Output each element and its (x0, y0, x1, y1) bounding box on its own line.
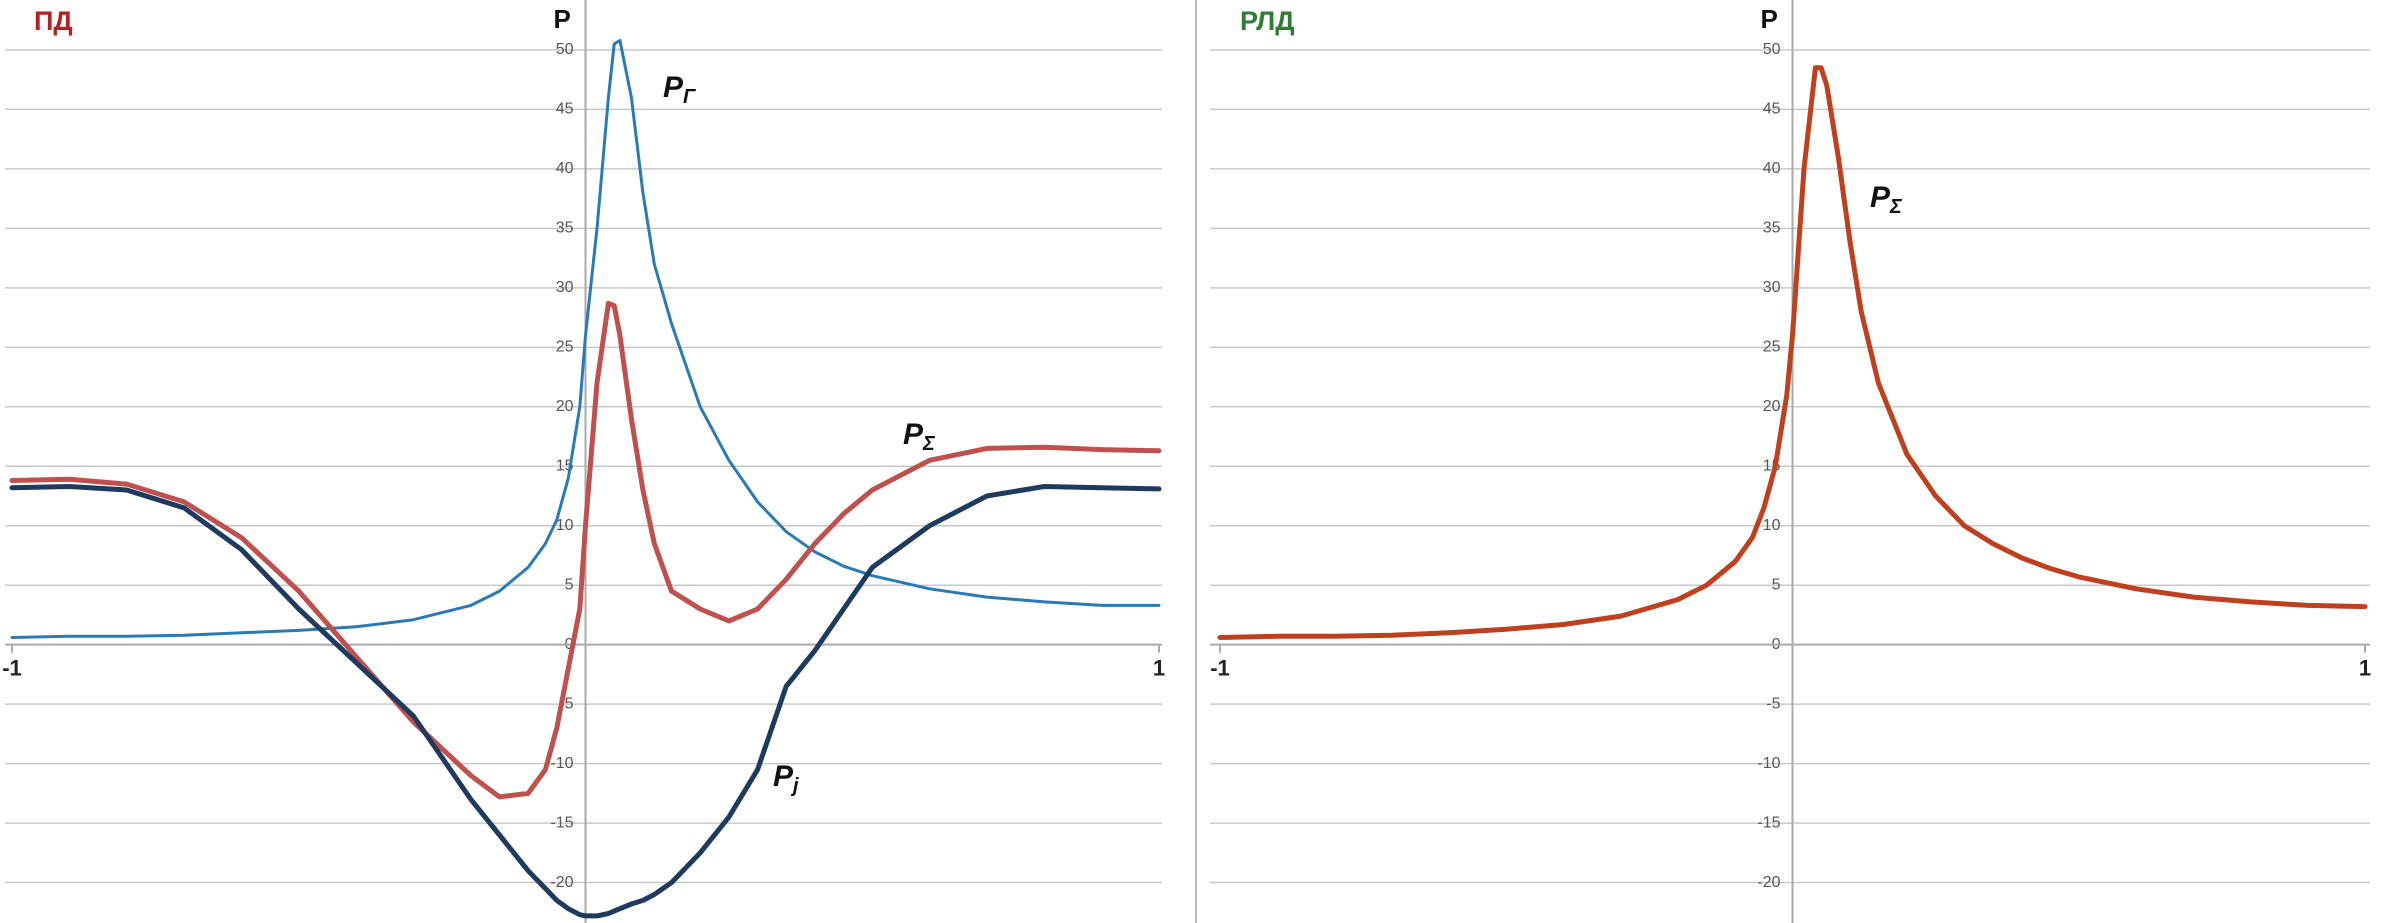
y-tick-label: 5 (1772, 576, 1781, 593)
y-tick-label: 5 (565, 576, 574, 593)
y-tick-label: -20 (1757, 874, 1780, 891)
y-tick-label: 30 (556, 279, 574, 296)
y-tick-label: 25 (1763, 339, 1781, 356)
y-tick-label: 10 (556, 517, 574, 534)
y-tick-label: 20 (1763, 398, 1781, 415)
x-tick-label: -1 (1210, 655, 1230, 680)
x-tick-label: 1 (2359, 655, 2371, 680)
series-label-subscript: Σ (1889, 196, 1903, 218)
y-tick-label: -5 (1766, 695, 1780, 712)
y-axis-label: P (554, 4, 571, 34)
series-label: Pj (773, 760, 799, 797)
series-line (1217, 65, 2368, 640)
y-tick-label: 30 (1763, 279, 1781, 296)
chart-title: РЛД (1240, 6, 1295, 36)
series-label: PГ (663, 71, 697, 108)
y-tick-label: 20 (556, 398, 574, 415)
y-tick-label: 45 (1763, 101, 1781, 118)
series-line (9, 484, 1162, 919)
series-label-base: P (903, 418, 924, 451)
y-tick-label: 35 (556, 220, 574, 237)
y-tick-label: 45 (556, 101, 574, 118)
series-line (9, 300, 1162, 800)
y-tick-label: 50 (556, 41, 574, 58)
series-label: PΣ (903, 418, 936, 455)
series-line (10, 38, 1161, 639)
series-label-subscript: j (790, 775, 799, 797)
y-tick-label: 25 (556, 339, 574, 356)
series-label-base: P (663, 71, 684, 104)
x-tick-label: 1 (1153, 655, 1165, 680)
series-label: PΣ (1870, 181, 1903, 218)
y-tick-label: 35 (1763, 220, 1781, 237)
series-label-base: P (1870, 181, 1891, 214)
y-axis-label: P (1761, 4, 1778, 34)
y-tick-label: -15 (550, 814, 573, 831)
chart-title: ПД (34, 6, 73, 36)
y-tick-label: -15 (1757, 814, 1780, 831)
series-label-base: P (773, 760, 794, 793)
y-tick-label: -10 (550, 755, 573, 772)
y-tick-label: -20 (550, 874, 573, 891)
series-label-subscript: Г (683, 86, 697, 108)
y-tick-label: 40 (556, 160, 574, 177)
y-tick-label: 50 (1763, 41, 1781, 58)
x-tick-label: -1 (2, 655, 22, 680)
y-tick-label: -10 (1757, 755, 1780, 772)
y-tick-label: 10 (1763, 517, 1781, 534)
series-label-subscript: Σ (922, 433, 936, 455)
y-tick-label: 40 (1763, 160, 1781, 177)
